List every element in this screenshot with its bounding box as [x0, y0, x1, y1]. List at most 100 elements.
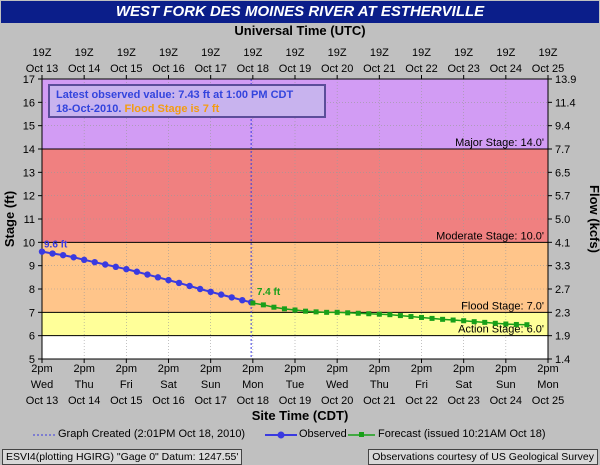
- top-tick-label-date: Oct 24: [490, 63, 522, 75]
- observed-point: [144, 271, 151, 278]
- x-tick-label-date: Oct 23: [447, 395, 479, 407]
- x-tick-label-time: 2pm: [31, 363, 52, 375]
- x-tick-label-date: Oct 20: [321, 395, 353, 407]
- top-tick-label-date: Oct 23: [447, 63, 479, 75]
- x-tick-label-date: Oct 22: [405, 395, 437, 407]
- y-tick-label: 6: [29, 331, 35, 343]
- x-tick-label-day: Mon: [242, 379, 263, 391]
- x-tick-label-date: Oct 18: [237, 395, 269, 407]
- stage-label-0: Major Stage: 14.0': [455, 137, 544, 149]
- x-tick-label-date: Oct 13: [26, 395, 58, 407]
- bottom-axis-label: Site Time (CDT): [251, 408, 349, 423]
- stage-label-3: Action Stage: 6.0': [458, 324, 544, 336]
- x-tick-label-time: 2pm: [326, 363, 347, 375]
- observed-point: [239, 297, 246, 304]
- top-tick-label-date: Oct 18: [237, 63, 269, 75]
- legend-forecast: Forecast (issued 10:21AM Oct 18): [378, 428, 546, 440]
- top-axis-label: Universal Time (UTC): [234, 23, 366, 38]
- y-tick-label: 14: [23, 144, 35, 156]
- x-tick-label-day: Mon: [537, 379, 558, 391]
- latest-value-date: 18-Oct-2010.: [56, 103, 122, 115]
- top-tick-label-time: 19Z: [454, 47, 473, 59]
- observed-first-label: 9.6 ft: [44, 240, 68, 251]
- top-tick-label-time: 19Z: [243, 47, 262, 59]
- observed-point: [123, 265, 130, 273]
- top-tick-label-time: 19Z: [539, 47, 558, 59]
- top-tick-label-time: 19Z: [117, 47, 136, 59]
- x-tick-label-time: 2pm: [284, 363, 305, 375]
- top-tick-label-time: 19Z: [370, 47, 389, 59]
- y2-tick-label: 4.1: [555, 237, 570, 249]
- y2-axis-title: Flow (kcfs): [587, 185, 600, 253]
- stage-label-1: Moderate Stage: 10.0': [436, 230, 544, 242]
- top-tick-label-time: 19Z: [75, 47, 94, 59]
- top-tick-label-time: 19Z: [496, 47, 515, 59]
- observed-point: [186, 282, 193, 290]
- observed-point: [196, 285, 204, 293]
- top-tick-label-date: Oct 25: [532, 63, 564, 75]
- footer-credit: Observations courtesy of US Geological S…: [368, 449, 598, 465]
- forecast-point: [440, 316, 446, 322]
- x-tick-label-date: Oct 19: [279, 395, 311, 407]
- forecast-point: [482, 319, 488, 325]
- y2-tick-label: 2.7: [555, 284, 570, 296]
- y2-tick-label: 1.4: [555, 354, 570, 366]
- forecast-point: [271, 304, 277, 310]
- x-tick-label-date: Oct 15: [110, 395, 142, 407]
- top-tick-label-date: Oct 16: [152, 63, 184, 75]
- x-tick-label-day: Fri: [415, 379, 428, 391]
- top-tick-label-date: Oct 19: [279, 63, 311, 75]
- forecast-point: [260, 302, 266, 308]
- top-tick-label-time: 19Z: [159, 47, 178, 59]
- y-tick-label: 12: [23, 191, 35, 203]
- x-tick-label-day: Thu: [75, 379, 94, 391]
- observed-point: [102, 261, 109, 268]
- top-tick-label-date: Oct 14: [68, 63, 100, 75]
- x-tick-label-time: 2pm: [369, 363, 390, 375]
- latest-value-text: Latest observed value: 7.43 ft at 1:00 P…: [56, 89, 294, 101]
- x-tick-label-date: Oct 14: [68, 395, 100, 407]
- x-tick-label-time: 2pm: [242, 363, 263, 375]
- y-tick-label: 5: [29, 354, 35, 366]
- x-tick-label-time: 2pm: [158, 363, 179, 375]
- x-tick-label-time: 2pm: [453, 363, 474, 375]
- top-tick-label-time: 19Z: [201, 47, 220, 59]
- y-tick-label: 9: [29, 261, 35, 273]
- x-tick-label-day: Sun: [201, 379, 221, 391]
- legend-forecast-marker-icon: [359, 432, 364, 437]
- top-tick-label-time: 19Z: [286, 47, 305, 59]
- top-tick-label-date: Oct 21: [363, 63, 395, 75]
- y-tick-label: 8: [29, 284, 35, 296]
- legend-observed: Observed: [299, 428, 347, 440]
- forecast-first-label: 7.4 ft: [257, 287, 281, 298]
- chart-title: WEST FORK DES MOINES RIVER AT ESTHERVILL…: [1, 1, 599, 23]
- forecast-point: [345, 310, 351, 316]
- forecast-point: [313, 309, 319, 315]
- observed-point: [112, 263, 119, 271]
- y2-tick-label: 2.3: [555, 307, 570, 319]
- forecast-point: [355, 310, 361, 316]
- y-tick-label: 17: [23, 74, 35, 86]
- forecast-point: [492, 320, 498, 326]
- observed-point: [49, 250, 56, 257]
- y2-tick-label: 1.9: [555, 331, 570, 343]
- y2-tick-label: 6.5: [555, 167, 570, 179]
- y2-tick-label: 9.4: [555, 121, 570, 133]
- observed-point: [228, 294, 235, 301]
- forecast-point: [419, 314, 424, 320]
- x-tick-label-time: 2pm: [116, 363, 137, 375]
- x-tick-label-time: 2pm: [537, 363, 558, 375]
- forecast-point: [281, 306, 287, 312]
- y-tick-label: 10: [23, 237, 35, 249]
- forecast-point: [324, 309, 330, 315]
- x-tick-label-day: Fri: [120, 379, 133, 391]
- forecast-point: [397, 313, 403, 319]
- forecast-point: [408, 314, 414, 320]
- x-tick-label-date: Oct 24: [490, 395, 522, 407]
- latest-value-box: Latest observed value: 7.43 ft at 1:00 P…: [48, 84, 326, 118]
- observed-point: [165, 276, 172, 284]
- observed-point: [175, 279, 183, 287]
- observed-point: [59, 251, 67, 259]
- observed-point: [154, 274, 162, 281]
